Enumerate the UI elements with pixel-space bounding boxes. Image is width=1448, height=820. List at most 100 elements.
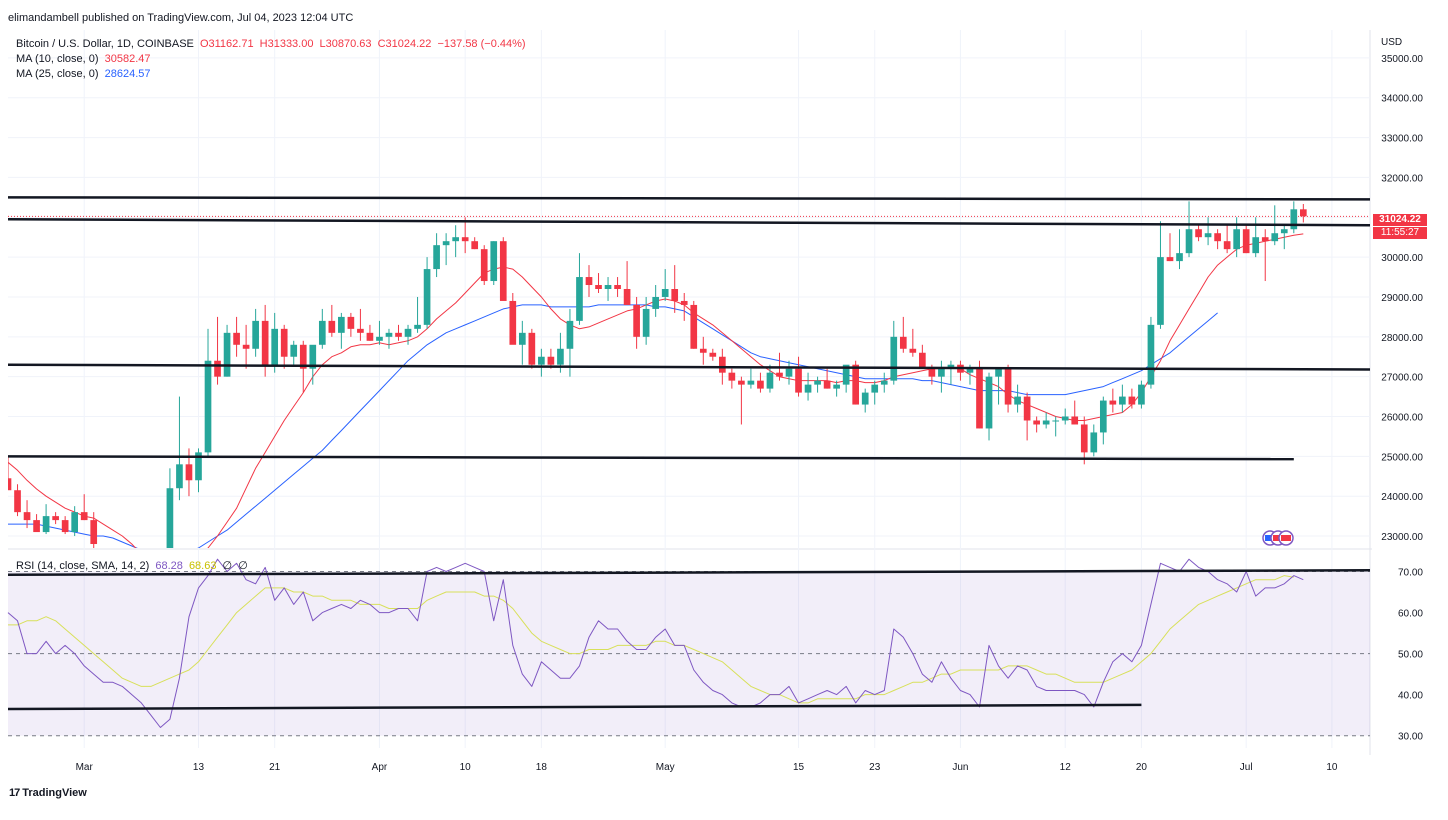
candle-body <box>395 332 402 337</box>
candle <box>318 308 326 349</box>
candle-body <box>566 320 574 349</box>
price-tick-label: 35000.00 <box>1381 54 1423 65</box>
candle <box>1147 316 1155 389</box>
candle-body <box>833 384 840 389</box>
rsi-trendline <box>7 569 1371 577</box>
candle-body <box>452 237 459 242</box>
candle <box>80 494 88 521</box>
ma25-legend[interactable]: MA (25, close, 0) 28624.57 <box>16 68 154 80</box>
price-tick-label: 34000.00 <box>1381 94 1423 105</box>
date-tick-label: May <box>656 762 675 773</box>
candle <box>23 500 31 529</box>
candle <box>1223 225 1231 254</box>
candle-body <box>785 368 793 377</box>
publisher-caption: elimandambell published on TradingView.c… <box>8 12 354 24</box>
price-tick-label: 29000.00 <box>1381 293 1423 304</box>
candle-body <box>461 237 469 242</box>
candle-body <box>871 384 879 393</box>
candle-body <box>223 332 231 377</box>
candle <box>347 312 355 337</box>
candle-body <box>376 336 383 341</box>
candle-body <box>719 356 726 373</box>
candle <box>1185 201 1193 258</box>
change-value: −137.58 (−0.44%) <box>437 38 526 50</box>
candle <box>699 336 707 365</box>
candle-body <box>776 372 783 377</box>
candle <box>614 277 621 297</box>
candle <box>1280 225 1288 250</box>
candle <box>633 296 640 349</box>
candle-body <box>499 241 507 301</box>
candle-body <box>1195 229 1202 238</box>
price-tick-label: 27000.00 <box>1381 373 1423 384</box>
candle <box>471 237 479 250</box>
candle <box>499 237 507 301</box>
candle-body <box>318 320 326 345</box>
event-flag-stripe <box>1273 535 1283 541</box>
support-resistance-line <box>7 363 1371 371</box>
current-price-tag: 31024.22 <box>1373 214 1427 226</box>
candle-body <box>1014 396 1021 405</box>
rsi-tick-label: 50.00 <box>1398 650 1423 661</box>
event-flag-stripe <box>1281 535 1291 541</box>
rsi-sma-value: 68.63 <box>188 560 217 572</box>
candle-body <box>557 348 564 365</box>
candle <box>871 380 879 405</box>
currency-label[interactable]: USD <box>1381 37 1403 48</box>
candle <box>985 372 993 441</box>
candle <box>366 324 374 341</box>
ma10-value: 30582.47 <box>104 53 151 65</box>
candle-body <box>1080 424 1088 453</box>
rsi-trendline <box>7 703 1142 711</box>
symbol-title[interactable]: Bitcoin / U.S. Dollar, 1D, COINBASE <box>16 38 194 50</box>
candle <box>1138 380 1145 409</box>
candle-body <box>33 520 40 533</box>
support-resistance-line <box>7 218 1371 227</box>
candle-body <box>1147 324 1155 385</box>
candle <box>585 265 593 297</box>
candle <box>1071 400 1079 425</box>
candle <box>1204 217 1212 246</box>
candle <box>385 328 393 349</box>
candle <box>442 233 450 266</box>
rsi-extra-2: ∅ <box>238 560 248 572</box>
support-resistance-line <box>7 455 1294 461</box>
candle <box>766 364 774 393</box>
candle-body <box>1204 233 1212 238</box>
candle <box>166 468 174 548</box>
ma10-legend[interactable]: MA (10, close, 0) 30582.47 <box>16 53 154 65</box>
candle <box>1128 388 1136 409</box>
candle-body <box>471 241 479 250</box>
bar-countdown-tag: 11:55:27 <box>1373 227 1427 239</box>
candle-body <box>61 520 69 533</box>
candle-body <box>919 352 926 369</box>
candle-body <box>595 285 602 289</box>
candle-body <box>728 372 736 381</box>
candle-body <box>242 344 250 349</box>
candle <box>833 380 840 397</box>
rsi-legend[interactable]: RSI (14, close, SMA, 14, 2) 68.28 68.63 … <box>16 559 251 572</box>
candle <box>480 245 488 286</box>
candle <box>747 368 755 389</box>
candle <box>680 292 688 321</box>
candle-body <box>1223 241 1231 250</box>
rsi-tick-label: 70.00 <box>1398 568 1423 579</box>
candle <box>890 320 898 385</box>
candle <box>1157 221 1164 329</box>
support-resistance-line <box>7 196 1371 201</box>
candle <box>1299 204 1307 223</box>
candle <box>14 484 21 517</box>
date-tick-label: 10 <box>1326 762 1338 773</box>
candle <box>290 340 298 365</box>
candle <box>1242 225 1250 254</box>
ma10-line <box>8 233 1304 548</box>
tradingview-logo[interactable]: 17 TradingView <box>9 787 87 799</box>
candle <box>1119 384 1126 413</box>
candle <box>309 344 317 385</box>
event-flags-icon <box>1262 530 1294 546</box>
candle-body <box>309 344 317 369</box>
candle-body <box>385 332 393 337</box>
candle <box>233 316 240 357</box>
